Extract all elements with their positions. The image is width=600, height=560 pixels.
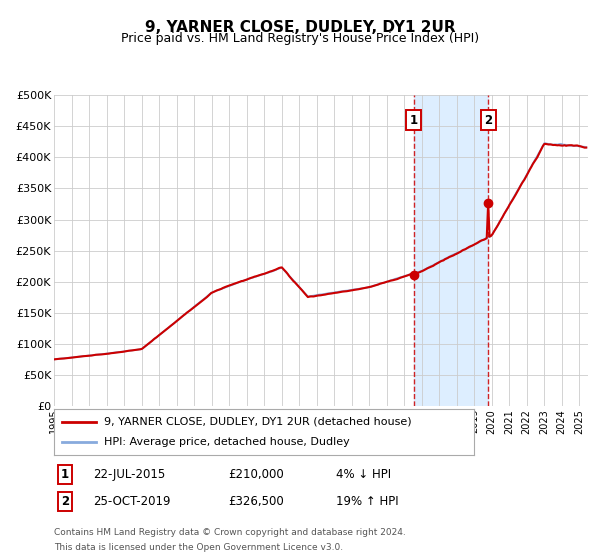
Text: 1: 1 [410, 114, 418, 127]
Text: 9, YARNER CLOSE, DUDLEY, DY1 2UR (detached house): 9, YARNER CLOSE, DUDLEY, DY1 2UR (detach… [104, 417, 412, 427]
Text: HPI: Average price, detached house, Dudley: HPI: Average price, detached house, Dudl… [104, 437, 350, 447]
Text: Price paid vs. HM Land Registry's House Price Index (HPI): Price paid vs. HM Land Registry's House … [121, 32, 479, 45]
Text: 2: 2 [61, 494, 69, 508]
Text: £210,000: £210,000 [228, 468, 284, 482]
Bar [414, 95, 488, 406]
Text: 2: 2 [484, 114, 493, 127]
Text: 9, YARNER CLOSE, DUDLEY, DY1 2UR: 9, YARNER CLOSE, DUDLEY, DY1 2UR [145, 20, 455, 35]
Text: £326,500: £326,500 [228, 494, 284, 508]
Text: 1: 1 [61, 468, 69, 482]
Text: Contains HM Land Registry data © Crown copyright and database right 2024.: Contains HM Land Registry data © Crown c… [54, 528, 406, 536]
Text: 19% ↑ HPI: 19% ↑ HPI [336, 494, 398, 508]
Text: This data is licensed under the Open Government Licence v3.0.: This data is licensed under the Open Gov… [54, 543, 343, 552]
Text: 25-OCT-2019: 25-OCT-2019 [93, 494, 170, 508]
Text: 4% ↓ HPI: 4% ↓ HPI [336, 468, 391, 482]
Text: 22-JUL-2015: 22-JUL-2015 [93, 468, 165, 482]
